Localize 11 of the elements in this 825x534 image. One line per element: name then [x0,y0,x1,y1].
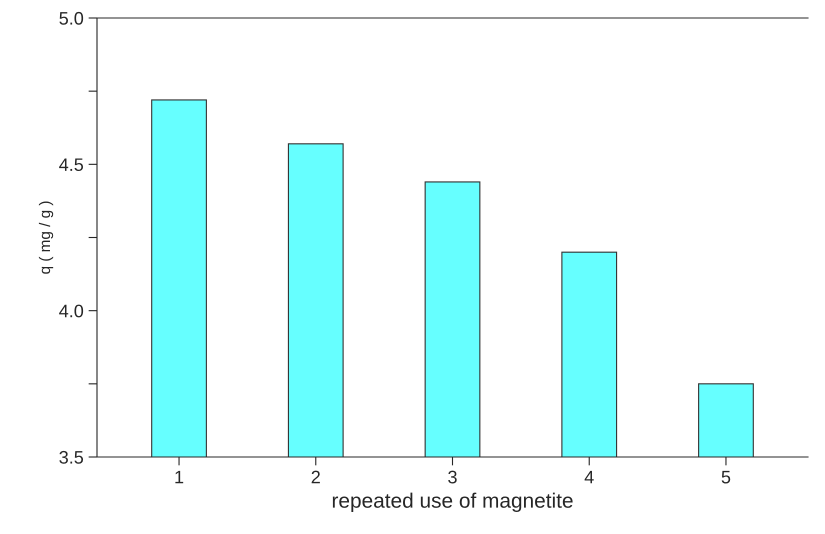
y-tick-label: 4.5 [59,158,84,172]
y-tick-label: 5.0 [59,12,84,25]
x-tick-label: 2 [312,470,320,484]
y-tick-label: 4.0 [59,304,84,318]
x-tick-label: 3 [448,470,457,484]
x-tick-label: 4 [584,470,594,484]
x-axis-title: repeated use of magnetite [332,492,573,512]
x-tick-label: 5 [722,470,730,484]
x-tick-label: 1 [175,470,184,484]
y-axis-title: q ( mg / g ) [38,202,54,274]
y-tick-label: 3.5 [59,450,84,464]
